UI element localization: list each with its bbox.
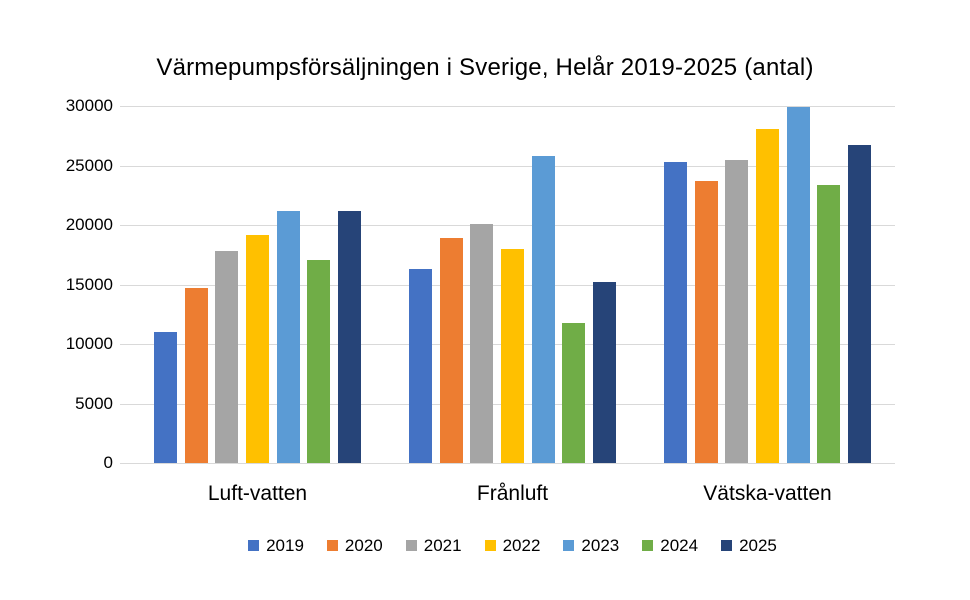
plot-area xyxy=(130,106,895,463)
x-axis-line xyxy=(120,463,895,464)
legend-item-2025: 2025 xyxy=(721,537,777,554)
y-axis-tick-labels: 0 5000 10000 15000 20000 25000 30000 xyxy=(0,0,113,600)
gridline xyxy=(120,165,895,167)
legend: 2019 2020 2021 2022 2023 2024 2025 xyxy=(130,537,895,554)
y-tick-label: 10000 xyxy=(65,334,113,353)
legend-item-2023: 2023 xyxy=(563,537,619,554)
legend-swatch-icon xyxy=(484,540,496,551)
bar-2020-vatska-vatten xyxy=(694,181,718,463)
y-tick-label: 5000 xyxy=(75,393,113,413)
legend-swatch-icon xyxy=(642,540,654,551)
legend-swatch-icon xyxy=(248,540,260,551)
legend-label: 2024 xyxy=(660,536,699,555)
x-category-label-luft-vatten: Luft-vatten xyxy=(207,482,308,505)
bar-2025-luft-vatten xyxy=(337,210,361,463)
bar-2022-vatska-vatten xyxy=(756,128,779,463)
bar-2023-luft-vatten xyxy=(276,210,300,463)
bar-2021-vatska-vatten xyxy=(725,159,749,463)
bar-group-vatska-vatten xyxy=(640,106,895,463)
bar-2020-luft-vatten xyxy=(184,288,208,463)
legend-label: 2019 xyxy=(266,536,304,555)
bar-2025-vatska-vatten xyxy=(847,145,871,463)
bar-2021-luft-vatten xyxy=(215,251,239,463)
bar-2019-luft-vatten xyxy=(154,332,178,463)
bar-2023-franluft xyxy=(531,156,555,463)
legend-label: 2022 xyxy=(502,536,541,555)
legend-label: 2020 xyxy=(344,536,383,555)
legend-swatch-icon xyxy=(326,540,338,551)
bar-2024-luft-vatten xyxy=(307,259,331,463)
bar-group-franluft xyxy=(385,106,640,463)
bar-2024-vatska-vatten xyxy=(817,184,841,463)
bar-2019-vatska-vatten xyxy=(664,161,688,463)
bar-2022-luft-vatten xyxy=(246,234,269,463)
chart-title: Värmepumpsförsäljningen i Sverige, Helår… xyxy=(156,54,814,81)
legend-swatch-icon xyxy=(721,540,733,551)
y-tick-label: 30000 xyxy=(65,96,113,115)
x-category-label-vatska-vatten: Vätska-vatten xyxy=(703,482,832,505)
legend-swatch-icon xyxy=(405,540,417,551)
legend-label: 2025 xyxy=(739,536,777,555)
bar-2022-franluft xyxy=(501,248,524,463)
legend-item-2021: 2021 xyxy=(405,536,462,555)
gridline xyxy=(120,106,895,107)
y-tick-label: 25000 xyxy=(65,155,113,175)
legend-item-2019: 2019 xyxy=(248,537,304,554)
legend-label: 2023 xyxy=(581,536,620,555)
y-tick-label: 0 xyxy=(103,453,113,472)
bar-2019-franluft xyxy=(409,269,433,463)
gridline xyxy=(120,225,895,226)
legend-item-2024: 2024 xyxy=(642,537,698,554)
legend-item-2022: 2022 xyxy=(484,536,541,555)
x-category-label-franluft: Frånluft xyxy=(476,482,549,505)
y-tick-label: 20000 xyxy=(65,215,113,234)
bar-2025-franluft xyxy=(592,282,616,463)
bar-2023-vatska-vatten xyxy=(786,107,810,463)
legend-item-2020: 2020 xyxy=(326,536,383,555)
x-axis-category-labels: Luft-vatten Frånluft Vätska-vatten xyxy=(130,482,895,506)
y-tick-label: 15000 xyxy=(65,274,113,294)
legend-swatch-icon xyxy=(563,540,575,551)
legend-label: 2021 xyxy=(423,536,462,555)
bar-2021-franluft xyxy=(470,223,494,463)
bar-2020-franluft xyxy=(439,238,463,463)
bar-2024-franluft xyxy=(562,322,586,463)
bar-group-luft-vatten xyxy=(130,106,385,463)
